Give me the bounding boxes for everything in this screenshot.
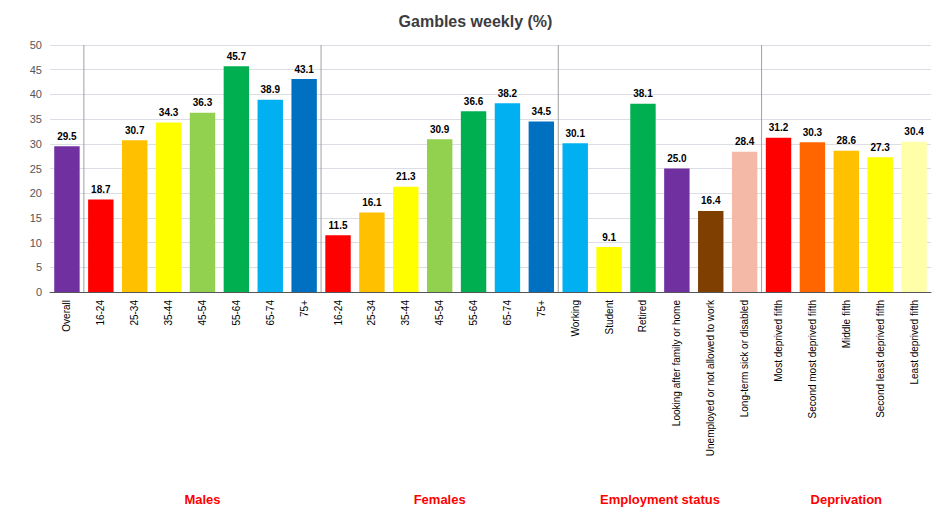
- svg-text:25-34: 25-34: [366, 300, 377, 326]
- svg-text:25: 25: [30, 163, 42, 175]
- svg-text:Males: Males: [184, 492, 220, 507]
- svg-text:Deprivation: Deprivation: [811, 492, 883, 507]
- svg-text:35-44: 35-44: [400, 300, 411, 326]
- svg-text:75+: 75+: [536, 300, 547, 317]
- svg-text:28.6: 28.6: [837, 135, 857, 146]
- svg-text:Middle fifth: Middle fifth: [841, 300, 852, 348]
- svg-text:30.4: 30.4: [904, 126, 924, 137]
- svg-text:16-24: 16-24: [333, 300, 344, 326]
- svg-text:Most deprived fifth: Most deprived fifth: [773, 300, 784, 382]
- svg-text:Overall: Overall: [61, 300, 72, 332]
- svg-text:Least deprived fifth: Least deprived fifth: [909, 300, 920, 385]
- svg-text:38.2: 38.2: [498, 88, 518, 99]
- svg-text:10: 10: [30, 237, 42, 249]
- svg-text:38.9: 38.9: [261, 84, 281, 95]
- svg-text:Long-term sick or disabled: Long-term sick or disabled: [739, 300, 750, 417]
- svg-text:16-24: 16-24: [95, 300, 106, 326]
- svg-text:30.1: 30.1: [565, 128, 585, 139]
- svg-text:Second most deprived fifth: Second most deprived fifth: [807, 300, 818, 418]
- svg-text:16.1: 16.1: [362, 197, 382, 208]
- svg-text:9.1: 9.1: [602, 232, 616, 243]
- svg-text:Second least deprived fifth: Second least deprived fifth: [875, 300, 886, 418]
- svg-text:29.5: 29.5: [57, 131, 77, 142]
- svg-text:34.3: 34.3: [159, 107, 179, 118]
- svg-text:18.7: 18.7: [91, 184, 111, 195]
- svg-text:45.7: 45.7: [227, 51, 247, 62]
- svg-text:Retired: Retired: [637, 300, 648, 332]
- svg-text:15: 15: [30, 212, 42, 224]
- svg-text:Student: Student: [604, 300, 615, 335]
- svg-text:21.3: 21.3: [396, 171, 416, 182]
- svg-text:34.5: 34.5: [532, 106, 552, 117]
- svg-text:65-74: 65-74: [265, 300, 276, 326]
- svg-text:43.1: 43.1: [294, 64, 314, 75]
- svg-text:45-54: 45-54: [434, 300, 445, 326]
- svg-text:40: 40: [30, 88, 42, 100]
- svg-text:Unemployed or not allowed to w: Unemployed or not allowed to work: [705, 299, 716, 456]
- svg-text:16.4: 16.4: [701, 195, 721, 206]
- svg-text:65-74: 65-74: [502, 300, 513, 326]
- svg-text:Gambles weekly (%): Gambles weekly (%): [399, 13, 553, 30]
- svg-text:Looking after family or home: Looking after family or home: [671, 300, 682, 427]
- svg-text:75+: 75+: [299, 300, 310, 317]
- svg-text:55-64: 55-64: [468, 300, 479, 326]
- svg-text:45: 45: [30, 64, 42, 76]
- svg-text:45-54: 45-54: [197, 300, 208, 326]
- svg-text:35: 35: [30, 113, 42, 125]
- svg-text:Working: Working: [570, 300, 581, 337]
- svg-text:30.3: 30.3: [803, 127, 823, 138]
- svg-text:30.7: 30.7: [125, 125, 145, 136]
- svg-text:Employment status: Employment status: [600, 492, 720, 507]
- svg-text:36.6: 36.6: [464, 96, 484, 107]
- svg-text:30: 30: [30, 138, 42, 150]
- svg-text:36.3: 36.3: [193, 97, 213, 108]
- svg-text:25-34: 25-34: [129, 300, 140, 326]
- svg-text:55-64: 55-64: [231, 300, 242, 326]
- svg-text:30.9: 30.9: [430, 124, 450, 135]
- svg-text:5: 5: [36, 261, 42, 273]
- svg-text:20: 20: [30, 187, 42, 199]
- svg-text:25.0: 25.0: [667, 153, 687, 164]
- svg-text:28.4: 28.4: [735, 136, 755, 147]
- svg-text:50: 50: [30, 39, 42, 51]
- svg-text:31.2: 31.2: [769, 122, 789, 133]
- svg-text:38.1: 38.1: [633, 88, 653, 99]
- svg-text:Females: Females: [414, 492, 466, 507]
- svg-text:35-44: 35-44: [163, 300, 174, 326]
- svg-text:0: 0: [36, 286, 42, 298]
- svg-text:27.3: 27.3: [870, 142, 890, 153]
- svg-text:11.5: 11.5: [329, 220, 348, 231]
